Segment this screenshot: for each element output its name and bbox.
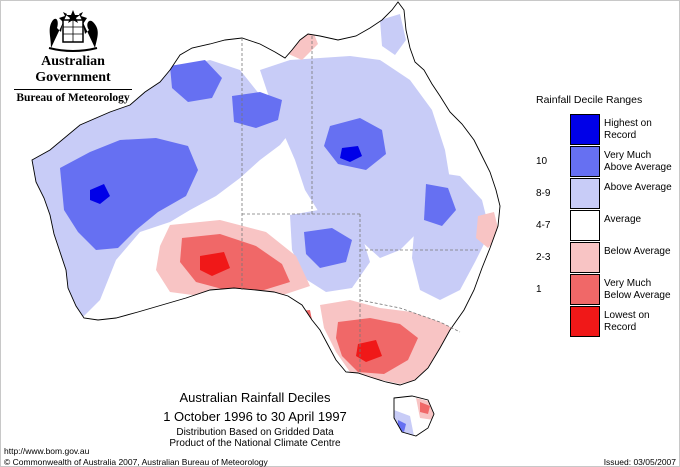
- website-link[interactable]: http://www.bom.gov.au: [4, 446, 90, 456]
- issued-date: Issued: 03/05/2007: [603, 457, 676, 467]
- very-much-below-region-southwest: [180, 234, 290, 290]
- legend-color-swatch: [570, 210, 600, 241]
- highest-on-record-region-pilbara: [90, 184, 110, 204]
- legend-color-swatch: [570, 114, 600, 145]
- legend-decile-code: 8-9: [536, 188, 551, 199]
- legend-label: Below Average: [604, 246, 671, 257]
- legend-item: 10 Very Much Above Average: [536, 146, 676, 178]
- legend-item: 1 Very Much Below Average: [536, 274, 676, 306]
- australia-rainfall-map: [31, 1, 501, 437]
- legend-item: Lowest on Record: [536, 306, 676, 338]
- legend-decile-code: 4-7: [536, 220, 551, 231]
- map-title: Australian Rainfall Deciles: [179, 390, 331, 405]
- copyright-notice: © Commonwealth of Australia 2007, Austra…: [4, 457, 268, 467]
- legend-item: 8-9 Above Average: [536, 178, 676, 210]
- legend-label: Very Much Below Average: [604, 278, 671, 301]
- legend-item: 2-3 Below Average: [536, 242, 676, 274]
- very-much-above-region-pilbara: [60, 138, 198, 250]
- legend-item: Highest on Record: [536, 114, 676, 146]
- map-title-block: Australian Rainfall Deciles 1 October 19…: [120, 390, 390, 449]
- legend-color-swatch: [570, 242, 600, 273]
- legend-label: Above Average: [604, 182, 672, 193]
- highest-on-record-region-queensland: [340, 146, 362, 162]
- very-much-above-region-kimberley: [170, 60, 222, 102]
- map-legend: Highest on Record 10 Very Much Above Avera…: [536, 114, 676, 338]
- legend-label: Average: [604, 214, 642, 225]
- coastline: [31, 1, 501, 386]
- legend-item: 4-7 Average: [536, 210, 676, 242]
- legend-label: Lowest on Record: [604, 310, 650, 333]
- coat-of-arms-icon: [48, 10, 98, 52]
- map-note-line-2: Product of the National Climate Centre: [169, 438, 341, 449]
- lowest-on-record-region-victoria: [356, 340, 382, 362]
- very-much-above-region-queensland: [324, 118, 386, 170]
- legend-decile-code: 1: [536, 284, 542, 295]
- tasmania: [393, 395, 435, 437]
- legend-color-swatch: [570, 178, 600, 209]
- government-name: Australian Government: [35, 54, 111, 85]
- legend-color-swatch: [570, 146, 600, 177]
- legend-label: Very Much Above Average: [604, 150, 672, 173]
- very-much-above-region-centre-north: [232, 92, 282, 128]
- legend-decile-code: 10: [536, 156, 548, 167]
- very-much-below-region-coast: [290, 310, 314, 332]
- legend-label: Highest on Record: [604, 118, 652, 141]
- legend-decile-code: 2-3: [536, 252, 551, 263]
- map-note-line-1: Distribution Based on Gridded Data: [176, 427, 334, 438]
- government-logo: Australian Government Bureau of Meteorol…: [8, 8, 138, 104]
- legend-title: Rainfall Decile Ranges: [536, 94, 643, 106]
- map-period: 1 October 1996 to 30 April 1997: [163, 409, 347, 424]
- agency-name: Bureau of Meteorology: [14, 89, 132, 104]
- very-much-above-region-lake-eyre: [304, 228, 352, 268]
- state-borders: [241, 36, 480, 372]
- legend-color-swatch: [570, 306, 600, 337]
- legend-color-swatch: [570, 274, 600, 305]
- above-average-region-cape: [380, 14, 406, 55]
- very-much-above-region-east: [424, 184, 456, 226]
- lowest-on-record-region-southwest: [200, 252, 230, 276]
